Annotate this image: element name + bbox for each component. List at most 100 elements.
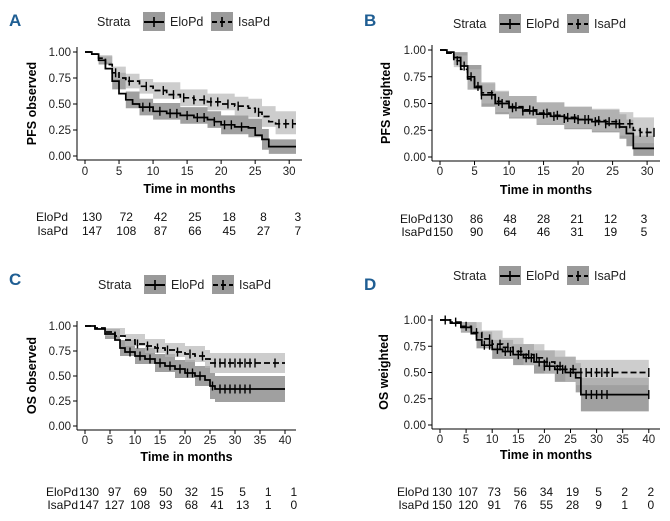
x-tick-label: 5 [116, 166, 122, 178]
x-tick-label: 25 [249, 166, 262, 178]
risk-cell: 120 [458, 498, 478, 512]
y-tick-label: 1.00 [49, 47, 71, 59]
x-tick-label: 20 [215, 166, 228, 178]
risk-cell: 3 [294, 210, 301, 224]
x-tick-label: 5 [471, 166, 477, 178]
y-axis-title: OS observed [25, 337, 39, 414]
risk-cell: 31 [570, 225, 584, 239]
x-tick-label: 10 [129, 435, 142, 447]
risk-cell: 8 [260, 210, 267, 224]
risk-cell: 107 [458, 485, 478, 499]
risk-cell: 130 [433, 212, 453, 226]
risk-table: EloPd 130 86 48 28 21 12 3 IsaPd 150 90 64 46 31 19 5 [400, 212, 648, 239]
legend-label-elopd: EloPd [526, 269, 559, 283]
risk-cell: 25 [188, 210, 202, 224]
risk-cell: 1 [265, 498, 272, 512]
x-axis-title: Time in months [143, 182, 235, 196]
x-tick-label: 15 [537, 166, 550, 178]
x-axis-title: Time in months [140, 450, 232, 464]
risk-cell: 130 [82, 210, 102, 224]
y-tick-label: 0.25 [404, 125, 426, 137]
y-tick-label: 0.75 [49, 73, 71, 85]
y-axis-title: PFS weighted [379, 62, 393, 144]
risk-cell: 97 [108, 485, 122, 499]
x-tick-label: 40 [279, 435, 292, 447]
legend-label-elopd: EloPd [170, 15, 203, 29]
x-tick-label: 0 [82, 435, 88, 447]
risk-cell: 32 [185, 485, 199, 499]
risk-cell: 46 [537, 225, 551, 239]
x-tick-label: 25 [564, 434, 577, 446]
risk-cell: 1 [621, 498, 628, 512]
y-tick-label: 0.50 [49, 371, 71, 383]
risk-cell: 12 [604, 212, 618, 226]
risk-cell: 3 [641, 212, 648, 226]
y-tick-label: 0.00 [49, 151, 71, 163]
risk-cell: 66 [188, 224, 202, 238]
risk-cell: 5 [641, 225, 648, 239]
legend-label-isapd: IsaPd [594, 269, 626, 283]
y-tick-label: 0.25 [404, 394, 426, 406]
risk-cell: 18 [223, 210, 237, 224]
x-tick-label: 15 [181, 166, 194, 178]
risk-row-label: EloPd [46, 485, 78, 499]
risk-cell: 150 [433, 225, 453, 239]
risk-row-label: EloPd [397, 485, 429, 499]
panel-letter: C [9, 270, 21, 289]
risk-cell: 50 [159, 485, 173, 499]
x-axis-title: Time in months [500, 448, 592, 462]
y-tick-label: 0.00 [404, 152, 426, 164]
risk-cell: 127 [105, 498, 125, 512]
x-tick-label: 0 [437, 166, 443, 178]
risk-cell: 56 [514, 485, 528, 499]
risk-cell: 5 [595, 485, 602, 499]
risk-table: EloPd 130 72 42 25 18 8 3 IsaPd 147 108 87 66 45 27 7 [36, 210, 301, 238]
legend: Strata EloPd IsaPd [97, 12, 270, 31]
y-tick-label: 0.75 [404, 341, 426, 353]
x-tick-label: 30 [590, 434, 603, 446]
x-tick-label: 40 [642, 434, 655, 446]
y-tick-label: 1.00 [404, 315, 426, 327]
legend-title: Strata [453, 269, 486, 283]
risk-row-label: IsaPd [37, 224, 68, 238]
risk-cell: 48 [503, 212, 517, 226]
legend-label-isapd: IsaPd [594, 17, 626, 31]
panel-letter: A [9, 11, 21, 30]
x-tick-label: 0 [82, 166, 88, 178]
risk-row-label: IsaPd [401, 225, 432, 239]
risk-cell: 147 [79, 498, 99, 512]
risk-cell: 0 [290, 498, 297, 512]
x-tick-label: 10 [486, 434, 499, 446]
risk-cell: 0 [647, 498, 654, 512]
y-axis-title: PFS observed [25, 62, 39, 145]
risk-cell: 21 [570, 212, 584, 226]
legend-label-elopd: EloPd [526, 17, 559, 31]
risk-cell: 72 [120, 210, 134, 224]
y-tick-label: 0.00 [49, 421, 71, 433]
risk-row-label: EloPd [36, 210, 68, 224]
risk-row-label: IsaPd [398, 498, 429, 512]
risk-cell: 2 [621, 485, 628, 499]
x-tick-label: 15 [154, 435, 167, 447]
y-tick-label: 0.50 [49, 99, 71, 111]
km-curve-isapd [85, 325, 285, 364]
panel-letter: B [364, 11, 376, 30]
panel-letter: D [364, 275, 376, 294]
x-tick-label: 0 [437, 434, 443, 446]
risk-cell: 19 [566, 485, 580, 499]
risk-cell: 2 [647, 485, 654, 499]
x-tick-label: 35 [254, 435, 267, 447]
risk-cell: 1 [265, 485, 272, 499]
risk-cell: 9 [595, 498, 602, 512]
x-tick-label: 30 [641, 166, 654, 178]
legend-label-elopd: EloPd [171, 278, 204, 292]
risk-cell: 69 [134, 485, 148, 499]
ci-band-elopd [85, 52, 296, 154]
risk-cell: 41 [210, 498, 224, 512]
y-tick-label: 0.00 [404, 420, 426, 432]
